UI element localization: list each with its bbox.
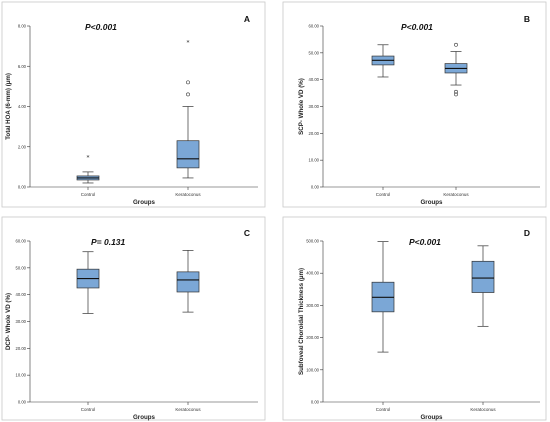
- y-tick-label: 40.00: [309, 77, 320, 82]
- outlier-point: [186, 92, 190, 97]
- y-tick-label: 8.00: [18, 24, 27, 29]
- outlier-point: [454, 42, 458, 47]
- box-iqr: [471, 260, 495, 293]
- x-tick-label: Keratoconus: [175, 407, 201, 412]
- panel-frame: [1, 1, 266, 208]
- chart-panel-a: 0.00 2.00 4.00 6.00 8.00 Control * Keratoconus *…: [1, 1, 266, 208]
- panel-frame: [282, 1, 547, 208]
- x-tick-label: Control: [376, 407, 391, 412]
- y-tick-label: 500.00: [306, 239, 319, 244]
- y-axis-title: SCP- Whole VD (%): [298, 78, 305, 135]
- panel-frame: [282, 216, 547, 421]
- y-tick-label: 40.00: [16, 292, 27, 297]
- y-tick-label: 0.00: [18, 185, 27, 190]
- x-tick-label: Control: [81, 407, 96, 412]
- y-tick-label: 60.00: [16, 239, 27, 244]
- y-tick-label: 100.00: [306, 367, 319, 372]
- x-axis-title: Groups: [420, 199, 443, 206]
- y-axis-title: Subfoveal Choroidal Thickness (µm): [298, 268, 305, 375]
- y-tick-label: 10.00: [309, 158, 320, 163]
- y-tick-label: 6.00: [18, 64, 27, 69]
- y-tick-label: 4.00: [18, 104, 27, 109]
- y-tick-label: 200.00: [306, 335, 319, 340]
- y-tick-label: 20.00: [309, 131, 320, 136]
- x-axis-title: Groups: [420, 414, 443, 421]
- extreme-point: *: [187, 40, 190, 47]
- x-tick-label: Control: [376, 192, 391, 197]
- p-value-annotation: P<0.001: [85, 22, 117, 32]
- x-axis-title: Groups: [133, 414, 156, 421]
- panel-label: C: [244, 228, 250, 238]
- outlier-point: [186, 80, 190, 85]
- x-axis-title: Groups: [133, 199, 156, 206]
- panel-label: B: [524, 14, 530, 24]
- y-tick-label: 10.00: [16, 373, 27, 378]
- y-tick-label: 400.00: [306, 271, 319, 276]
- panel-label: D: [524, 228, 530, 238]
- x-tick-label: Keratoconus: [175, 192, 201, 197]
- x-tick-label: Control: [81, 192, 96, 197]
- x-tick-label: Keratoconus: [443, 192, 469, 197]
- box-iqr: [176, 271, 200, 293]
- outlier-point: [454, 89, 458, 94]
- y-tick-label: 0.00: [311, 185, 320, 190]
- p-value-annotation: P<0.001: [401, 22, 433, 32]
- y-tick-label: 50.00: [309, 50, 320, 55]
- y-tick-label: 50.00: [16, 265, 27, 270]
- panel-frame: [1, 216, 266, 421]
- p-value-annotation: P<0.001: [409, 237, 441, 247]
- y-axis-title: Total HOA (6-mm) (µm): [5, 73, 12, 140]
- y-tick-label: 60.00: [309, 24, 320, 29]
- chart-panel-c: 0.00 10.00 20.00 30.00 40.00 50.00 60.00 Contro…: [1, 216, 266, 421]
- y-tick-label: 0.00: [18, 400, 27, 405]
- box-iqr: [176, 140, 200, 169]
- y-axis-title: DCP- Whole VD (%): [5, 293, 12, 350]
- y-tick-label: 30.00: [309, 104, 320, 109]
- y-tick-label: 300.00: [306, 303, 319, 308]
- chart-panel-d: 0.00 100.00 200.00 300.00 400.00 500.00 Contro…: [282, 216, 547, 421]
- y-tick-label: 2.00: [18, 144, 27, 149]
- p-value-annotation: P= 0.131: [91, 237, 126, 247]
- extreme-point: *: [87, 154, 90, 161]
- outlier-point: [454, 92, 458, 97]
- y-tick-label: 30.00: [16, 319, 27, 324]
- y-tick-label: 20.00: [16, 346, 27, 351]
- panel-label: A: [244, 14, 250, 24]
- x-tick-label: Keratoconus: [470, 407, 496, 412]
- y-tick-label: 0.00: [311, 400, 320, 405]
- chart-panel-b: 0.00 10.00 20.00 30.00 40.00 50.00 60.00 Contro…: [282, 1, 547, 208]
